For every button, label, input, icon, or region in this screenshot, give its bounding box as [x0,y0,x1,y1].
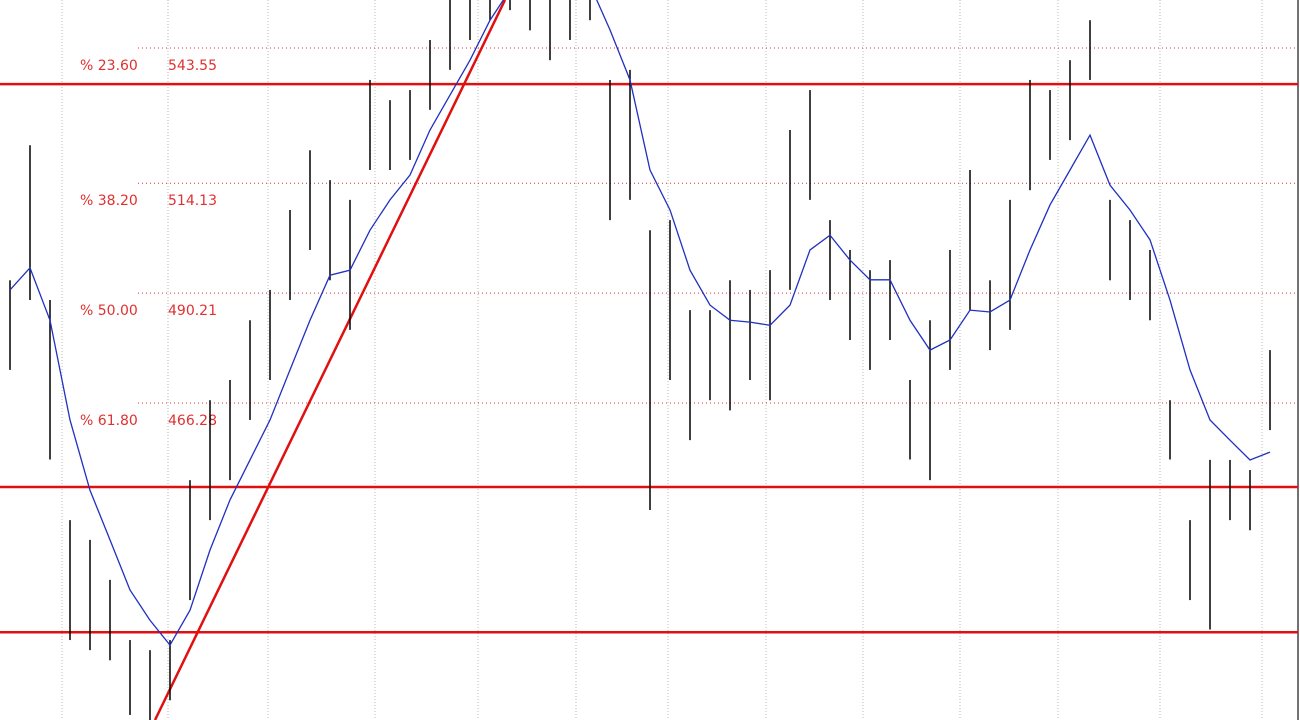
trend-line [153,0,507,720]
moving-average-line [9,0,1271,647]
fib-level-value: 543.55 [168,58,217,74]
fib-level-label: % 38.20 [80,193,138,209]
fib-level-value: 490.21 [168,303,217,319]
fib-level-value: 466.28 [168,413,217,429]
grid [61,0,1263,720]
fib-level-label: % 23.60 [80,58,138,74]
fib-level-label: % 61.80 [80,413,138,429]
fib-level-value: 514.13 [168,193,217,209]
fib-level-label: % 50.00 [80,303,138,319]
